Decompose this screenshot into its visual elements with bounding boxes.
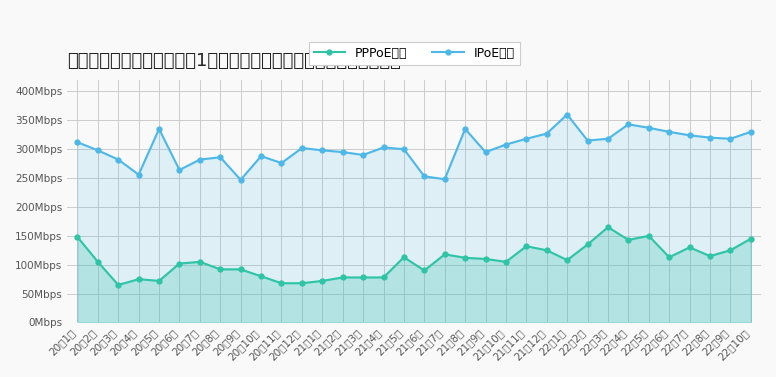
PPPoE接続 — [420, 268, 429, 273]
PPPoE接続 — [583, 242, 592, 247]
IPoE接続 — [664, 130, 674, 134]
PPPoE接続 — [501, 260, 511, 264]
IPoE接続 — [705, 135, 715, 140]
PPPoE接続 — [277, 281, 286, 285]
Line: PPPoE接続: PPPoE接続 — [75, 225, 753, 287]
PPPoE接続 — [73, 235, 82, 239]
PPPoE接続 — [726, 248, 735, 253]
PPPoE接続 — [400, 255, 409, 259]
IPoE接続 — [440, 177, 449, 181]
PPPoE接続 — [359, 275, 368, 280]
IPoE接続 — [154, 127, 164, 131]
IPoE接続 — [644, 126, 653, 130]
IPoE接続 — [297, 146, 307, 150]
IPoE接続 — [175, 168, 184, 172]
IPoE接続 — [481, 150, 490, 154]
PPPoE接続 — [113, 283, 123, 287]
PPPoE接続 — [196, 260, 205, 264]
PPPoE接続 — [175, 261, 184, 266]
PPPoE接続 — [297, 281, 307, 285]
PPPoE接続 — [481, 257, 490, 261]
IPoE接続 — [134, 172, 144, 177]
PPPoE接続 — [521, 244, 531, 248]
PPPoE接続 — [460, 256, 469, 260]
Text: ぶらら光の夜の時間帯の1ヶ月ごとの平均ダウンロート速度推移: ぶらら光の夜の時間帯の1ヶ月ごとの平均ダウンロート速度推移 — [68, 52, 401, 70]
IPoE接続 — [420, 174, 429, 179]
PPPoE接続 — [338, 275, 348, 280]
PPPoE接続 — [379, 275, 388, 280]
IPoE接続 — [603, 136, 612, 141]
PPPoE接続 — [747, 236, 756, 241]
IPoE接続 — [726, 136, 735, 141]
PPPoE接続 — [705, 254, 715, 258]
PPPoE接続 — [154, 279, 164, 283]
IPoE接続 — [624, 122, 633, 127]
IPoE接続 — [460, 127, 469, 131]
IPoE接続 — [196, 157, 205, 162]
IPoE接続 — [747, 130, 756, 134]
IPoE接続 — [113, 157, 123, 162]
IPoE接続 — [338, 150, 348, 154]
PPPoE接続 — [664, 255, 674, 259]
IPoE接続 — [236, 178, 245, 182]
IPoE接続 — [256, 154, 265, 158]
IPoE接続 — [542, 131, 552, 136]
Line: IPoE接続: IPoE接続 — [75, 112, 753, 182]
PPPoE接続 — [563, 258, 572, 262]
IPoE接続 — [93, 148, 102, 153]
PPPoE接続 — [216, 267, 225, 271]
PPPoE接続 — [624, 238, 633, 242]
PPPoE接続 — [644, 234, 653, 238]
PPPoE接続 — [236, 267, 245, 271]
IPoE接続 — [277, 161, 286, 165]
PPPoE接続 — [542, 248, 552, 253]
IPoE接続 — [521, 136, 531, 141]
IPoE接続 — [359, 153, 368, 157]
PPPoE接続 — [440, 252, 449, 257]
PPPoE接続 — [256, 274, 265, 279]
Legend: PPPoE接続, IPoE接続: PPPoE接続, IPoE接続 — [309, 43, 520, 66]
PPPoE接続 — [134, 277, 144, 281]
IPoE接続 — [400, 147, 409, 152]
PPPoE接続 — [317, 279, 327, 283]
IPoE接続 — [317, 148, 327, 153]
PPPoE接続 — [603, 225, 612, 230]
PPPoE接続 — [685, 245, 695, 250]
IPoE接続 — [216, 155, 225, 159]
PPPoE接続 — [93, 260, 102, 264]
IPoE接続 — [501, 142, 511, 147]
IPoE接続 — [563, 112, 572, 117]
IPoE接続 — [73, 140, 82, 144]
IPoE接続 — [583, 138, 592, 143]
IPoE接続 — [685, 133, 695, 138]
IPoE接続 — [379, 145, 388, 150]
